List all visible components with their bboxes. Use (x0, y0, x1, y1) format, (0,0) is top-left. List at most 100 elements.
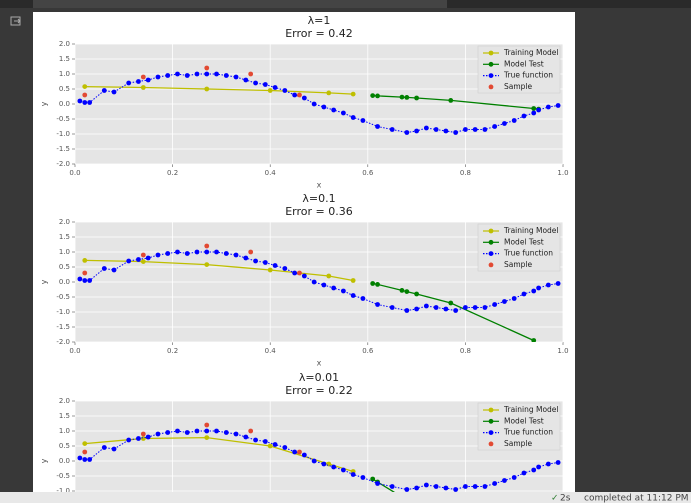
data-point (233, 74, 239, 80)
data-point (511, 118, 517, 123)
data-point (223, 251, 229, 256)
data-point (463, 484, 468, 489)
data-point (243, 255, 249, 261)
data-point (482, 305, 488, 310)
status-duration: 2s (560, 494, 571, 503)
data-point (184, 73, 190, 78)
data-point (375, 282, 380, 287)
legend-marker (488, 228, 494, 234)
legend-label: Sample (504, 82, 533, 91)
data-point (140, 85, 146, 90)
y-tick-label: -1.0 (56, 308, 70, 316)
data-point (82, 449, 88, 455)
data-point (82, 270, 88, 276)
legend-marker (488, 441, 494, 447)
data-point (536, 285, 541, 291)
data-point (545, 282, 551, 288)
y-tick-label: 0.5 (59, 85, 70, 93)
data-point (414, 485, 419, 491)
data-point (223, 430, 229, 435)
data-point (375, 124, 380, 129)
data-point (204, 249, 210, 255)
data-point (472, 484, 478, 489)
data-point (521, 291, 527, 297)
data-point (370, 93, 376, 98)
data-point (233, 252, 239, 258)
data-point (531, 467, 537, 473)
data-point (375, 302, 380, 307)
x-tick-label: 0.6 (362, 347, 374, 355)
y-tick-label: 2.0 (59, 397, 70, 405)
data-point (82, 278, 88, 283)
data-point (531, 110, 537, 116)
y-tick-label: 0.0 (59, 100, 70, 108)
data-point (155, 74, 161, 80)
data-point (555, 103, 561, 108)
y-tick-label: 1.5 (59, 412, 70, 420)
data-point (321, 104, 327, 110)
legend-label: Sample (504, 260, 533, 269)
x-tick-label: 0.8 (460, 169, 471, 177)
data-point (126, 437, 132, 443)
data-point (404, 487, 410, 492)
data-point (472, 127, 478, 132)
data-point (214, 71, 219, 77)
data-point (175, 428, 180, 434)
data-point (433, 484, 439, 489)
data-point (463, 305, 468, 310)
data-point (350, 293, 356, 298)
data-point (165, 73, 171, 78)
data-point (82, 84, 88, 89)
data-point (282, 266, 288, 271)
x-tick-label: 0.0 (69, 347, 80, 355)
data-point (389, 484, 395, 489)
data-point (140, 252, 146, 258)
data-point (165, 251, 171, 256)
data-point (521, 470, 527, 476)
data-point (492, 302, 498, 307)
data-point (414, 128, 419, 134)
legend-marker (488, 50, 494, 56)
data-point (140, 431, 146, 437)
data-point (482, 484, 488, 489)
data-point (463, 127, 468, 132)
data-point (443, 485, 449, 491)
legend-marker (488, 251, 494, 256)
data-point (101, 266, 107, 271)
data-point (399, 94, 405, 100)
x-axis-label: x (317, 181, 322, 190)
legend-label: Model Test (504, 416, 544, 425)
data-point (204, 86, 210, 92)
data-point (326, 90, 332, 96)
y-tick-label: 0.5 (59, 263, 70, 271)
x-tick-label: 0.8 (460, 347, 471, 355)
data-point (248, 428, 254, 434)
data-point (194, 428, 200, 434)
data-point (101, 445, 107, 450)
data-point (453, 308, 459, 313)
chart-title: λ=1 (308, 14, 331, 27)
data-point (136, 79, 141, 84)
data-point (341, 288, 346, 294)
output-icon[interactable] (10, 16, 21, 26)
y-tick-label: 1.0 (59, 70, 70, 78)
data-point (297, 449, 302, 455)
data-point (326, 273, 332, 279)
legend-label: Training Model (503, 48, 559, 57)
data-point (331, 285, 337, 291)
data-point (126, 258, 132, 264)
series-line (84, 85, 354, 95)
plot-area (77, 422, 561, 492)
data-point (453, 130, 459, 135)
data-point (267, 88, 273, 93)
y-tick-label: -2.0 (56, 338, 70, 346)
data-point (531, 288, 537, 294)
legend-label: Sample (504, 439, 533, 448)
data-point (443, 306, 449, 312)
y-tick-label: -1.5 (56, 323, 70, 331)
legend-label: True function (503, 428, 553, 437)
y-tick-label: 0.5 (59, 442, 70, 450)
data-point (370, 281, 376, 286)
data-point (111, 446, 117, 452)
data-point (360, 118, 366, 123)
